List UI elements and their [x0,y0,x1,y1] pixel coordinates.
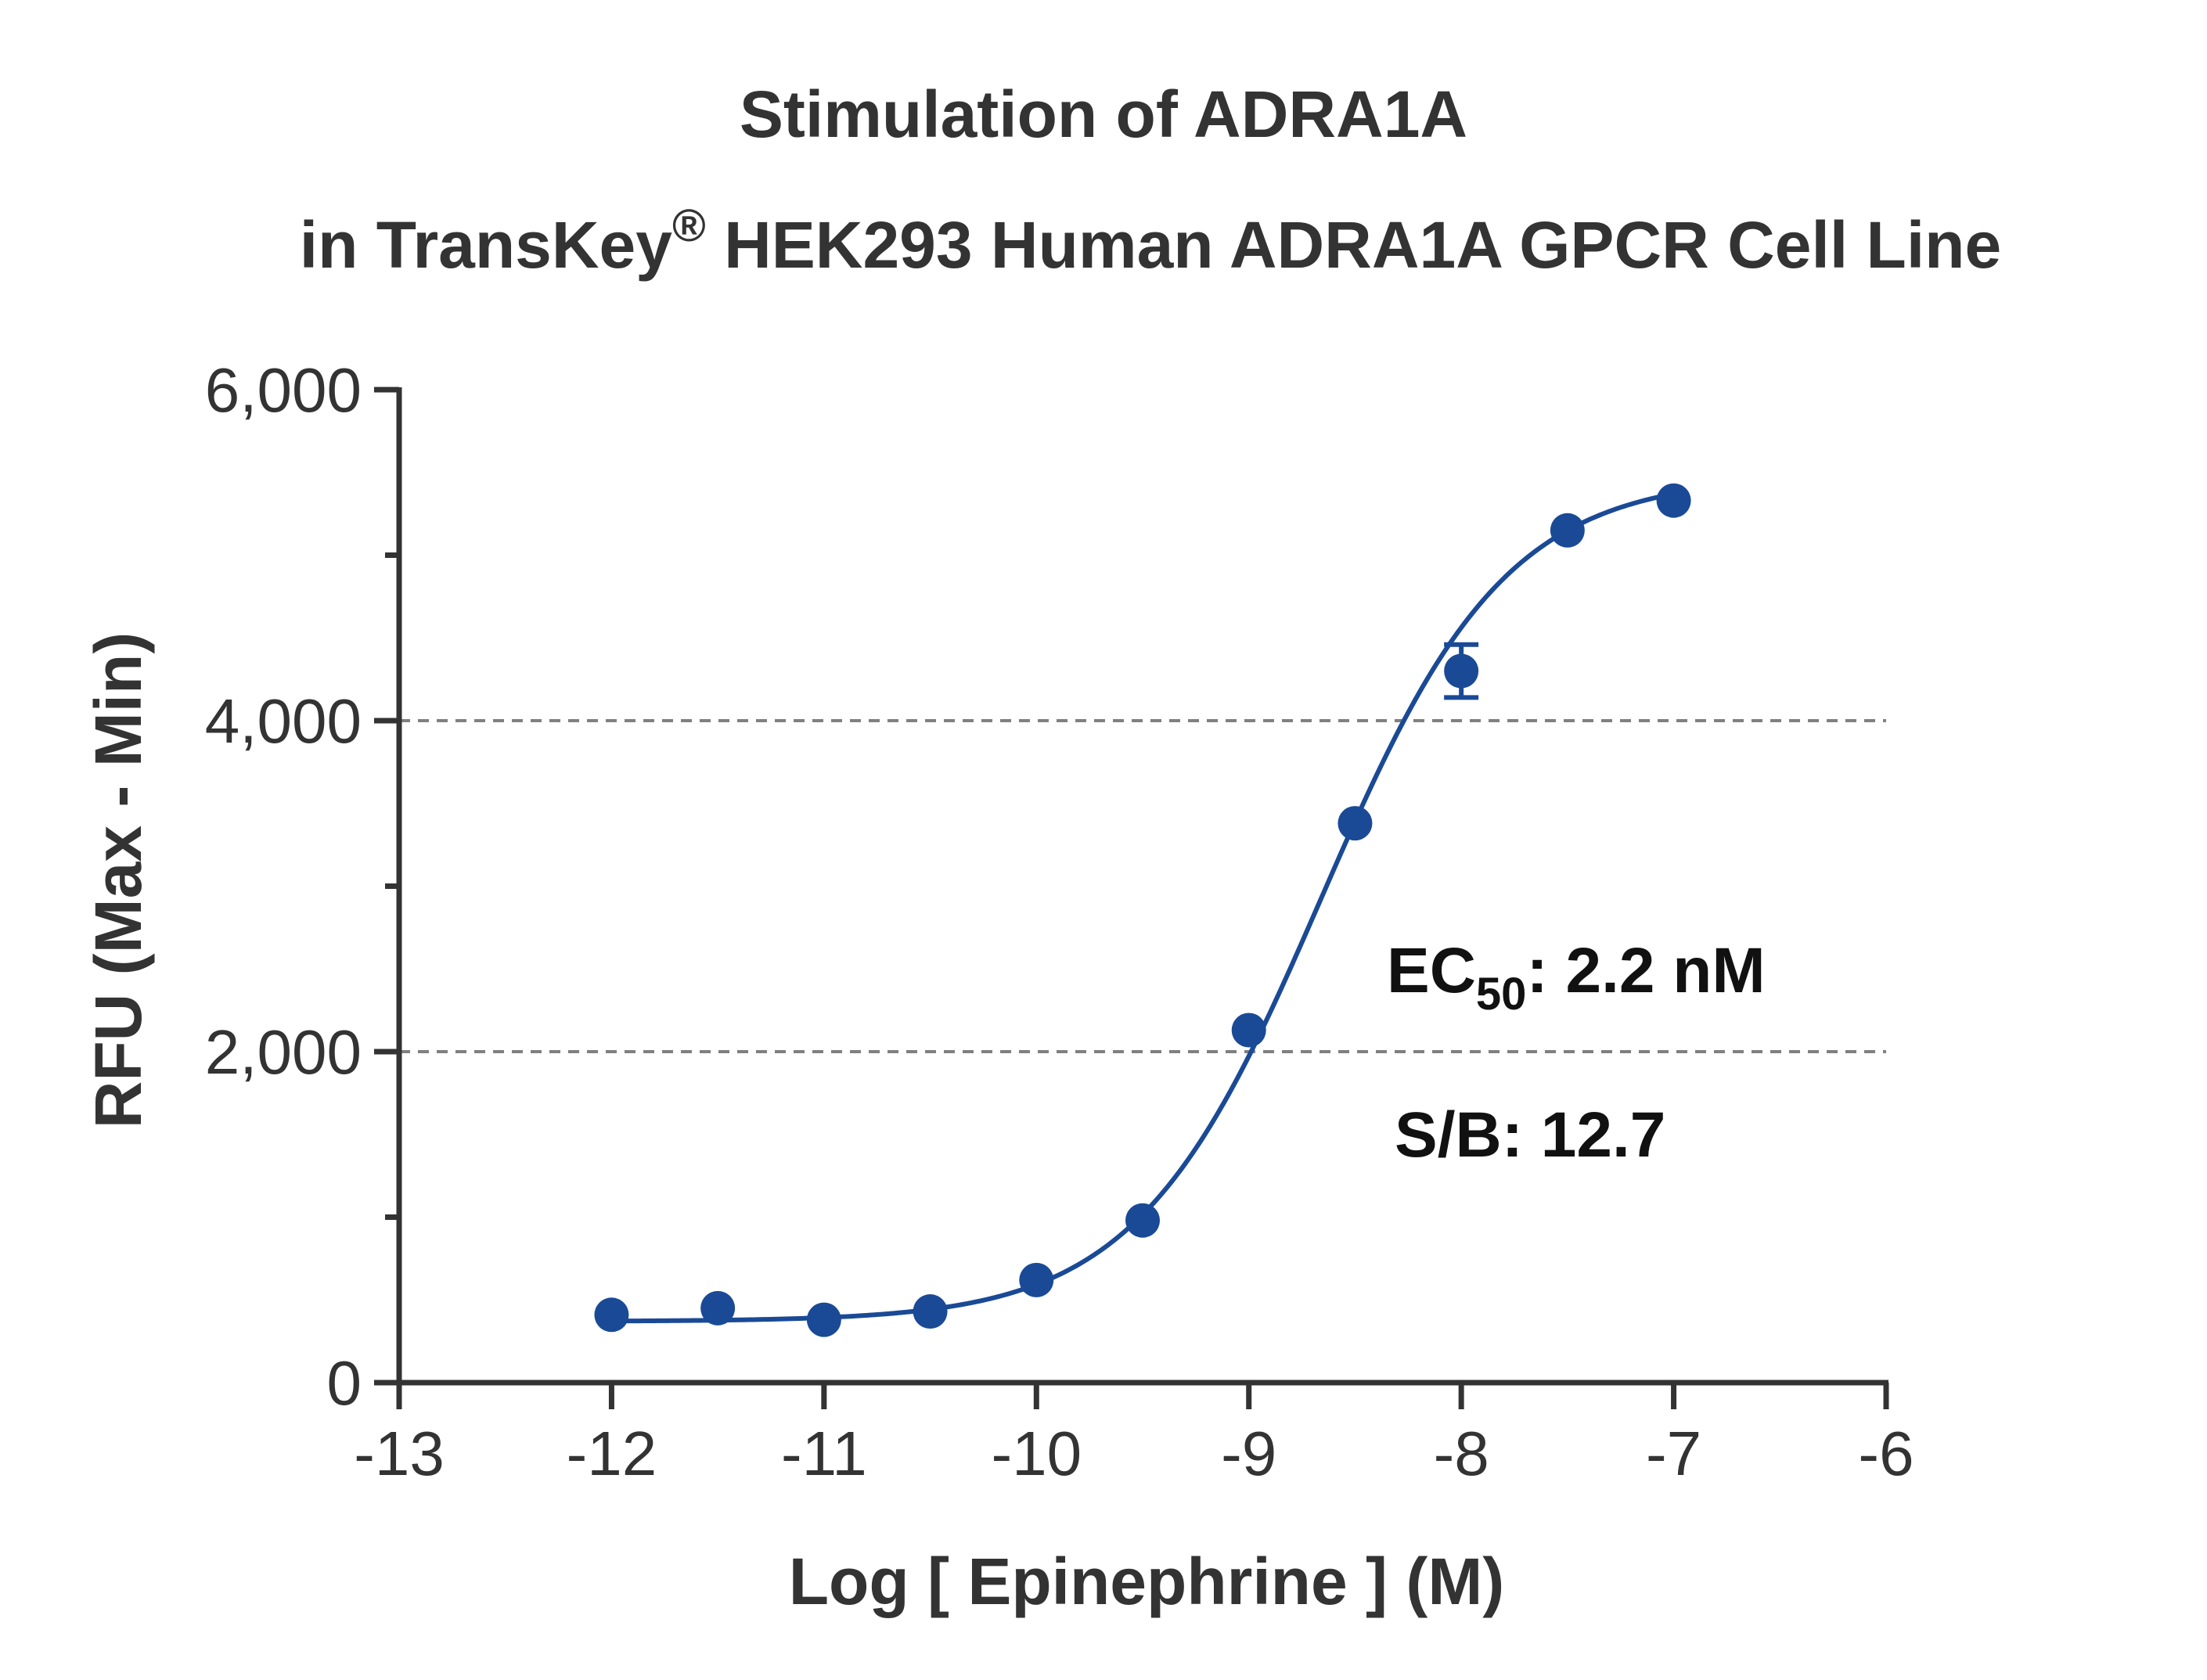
data-points [594,483,1691,1337]
ec50-label: EC [1387,935,1476,1006]
ec50-subscript: 50 [1476,969,1527,1020]
x-tick-label: -11 [781,1419,867,1488]
gridlines [399,719,1886,1053]
title-registered-mark: ® [672,200,706,251]
y-axis-title: RFU (Max - Min) [81,632,155,1129]
y-tick-label: 6,000 [205,355,362,425]
x-tick-label: -7 [1646,1419,1701,1488]
data-point [913,1294,948,1329]
data-point [1125,1203,1160,1238]
chart-title-line2: in TransKey® HEK293 Human ADRA1A GPCR Ce… [300,200,2001,282]
x-axis-title: Log [ Epinephrine ] (M) [789,1545,1505,1618]
tick-labels: 0 2,000 4,000 6,000 -13 -12 -11 -10 -9 -8 -7 -6 [205,355,1914,1488]
x-tick-label: -6 [1858,1419,1914,1488]
x-tick-label: -12 [567,1419,657,1488]
x-tick-label: -10 [991,1419,1082,1488]
y-tick-label: 0 [327,1348,362,1418]
y-tick-label: 2,000 [205,1017,362,1087]
data-point [1231,1013,1266,1048]
x-tick-label: -13 [354,1419,445,1488]
ec50-annotation: EC50: 2.2 nM [1387,935,1766,1020]
axes [374,387,1889,1409]
fit-curve [611,491,1675,1324]
data-point [1550,513,1585,548]
title-line2-post: HEK293 Human ADRA1A GPCR Cell Line [706,208,2001,282]
data-point [1656,483,1691,518]
sb-annotation: S/B: 12.7 [1395,1099,1665,1171]
data-point [700,1290,736,1326]
ec50-value: : 2.2 nM [1526,935,1765,1006]
y-tick-label: 4,000 [205,686,362,756]
chart-title-line1: Stimulation of ADRA1A [740,77,1467,151]
data-point [594,1297,629,1333]
data-point [1444,653,1479,689]
data-point [806,1302,841,1337]
data-point [1338,806,1373,841]
data-point [1019,1262,1054,1297]
x-tick-label: -9 [1221,1419,1276,1488]
x-tick-label: -8 [1434,1419,1489,1488]
title-line2-pre: in TransKey [300,208,672,282]
